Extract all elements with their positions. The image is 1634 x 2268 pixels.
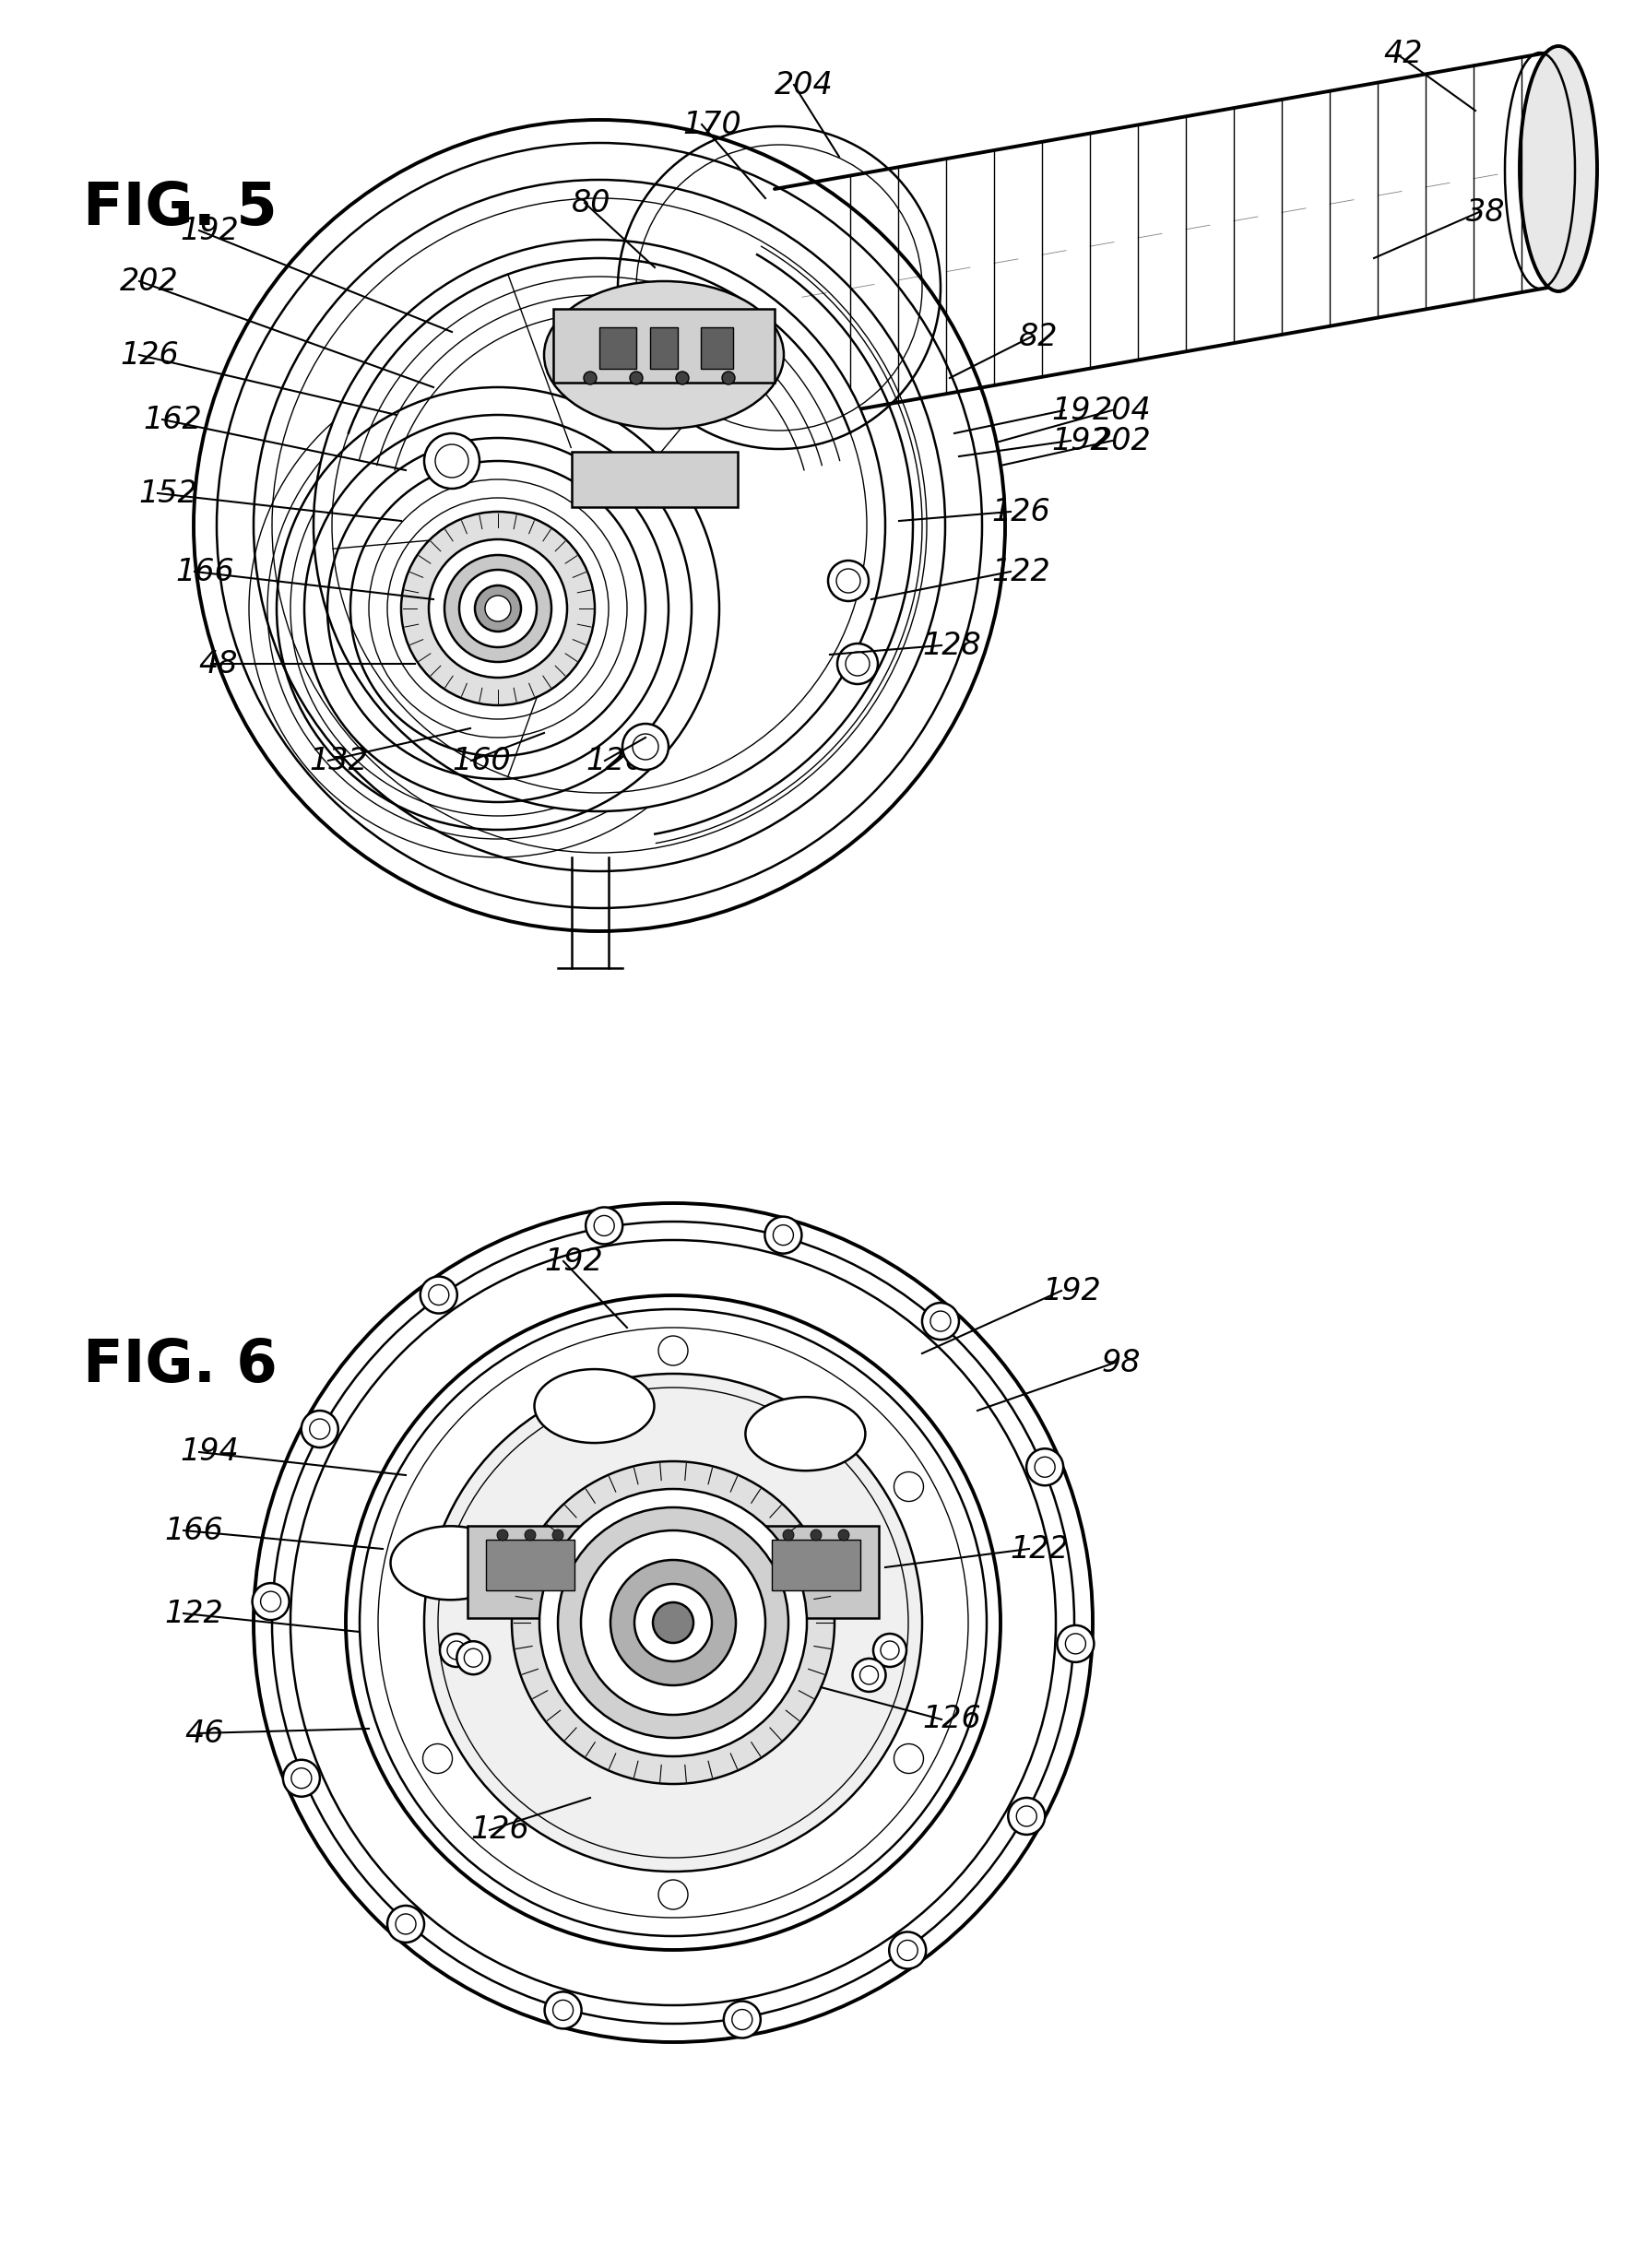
Ellipse shape [583,372,596,386]
Text: 126: 126 [119,340,178,370]
Text: 126: 126 [585,746,644,776]
Ellipse shape [765,1216,802,1254]
Text: 202: 202 [1093,426,1152,456]
Bar [650,327,678,370]
Ellipse shape [722,372,735,386]
Text: 80: 80 [572,188,611,218]
Text: 204: 204 [1093,395,1152,426]
Ellipse shape [922,1302,959,1340]
Ellipse shape [623,723,668,769]
Bar [485,1540,575,1590]
Ellipse shape [724,2000,760,2039]
Text: FIG. 5: FIG. 5 [83,179,278,236]
Ellipse shape [428,540,567,678]
Ellipse shape [544,281,784,429]
Ellipse shape [582,1531,765,1715]
Text: 122: 122 [163,1599,222,1628]
Ellipse shape [585,1207,623,1245]
Ellipse shape [283,1760,320,1796]
Text: 152: 152 [139,479,198,508]
Text: 126: 126 [922,1703,980,1735]
Ellipse shape [485,596,511,621]
Text: 48: 48 [198,649,237,678]
Ellipse shape [346,1295,1000,1950]
Text: 194: 194 [180,1438,239,1467]
Text: 204: 204 [775,70,833,100]
Ellipse shape [634,1583,712,1662]
Text: 128: 128 [922,631,980,660]
Text: 126: 126 [992,497,1051,526]
Ellipse shape [544,1991,582,2028]
Text: FIG. 6: FIG. 6 [83,1336,278,1395]
Text: 202: 202 [119,265,178,297]
Ellipse shape [1026,1449,1064,1486]
Ellipse shape [745,1397,866,1470]
Text: 192: 192 [1051,426,1109,456]
Ellipse shape [557,1508,789,1737]
Bar [771,1540,861,1590]
Ellipse shape [497,1529,508,1540]
Ellipse shape [387,1905,425,1941]
Bar [701,327,734,370]
Text: 38: 38 [1466,197,1505,227]
Text: 132: 132 [309,746,368,776]
Text: 19: 19 [1051,395,1090,426]
Ellipse shape [654,1603,693,1642]
Ellipse shape [611,1560,735,1685]
Text: 98: 98 [1101,1347,1141,1379]
Bar [554,308,775,383]
Ellipse shape [889,1932,926,1969]
Ellipse shape [475,585,521,631]
Ellipse shape [1520,45,1596,290]
Ellipse shape [253,1202,1093,2041]
Ellipse shape [425,1374,922,1871]
Ellipse shape [459,569,536,646]
Text: 162: 162 [142,404,201,435]
Ellipse shape [534,1370,654,1442]
Ellipse shape [511,1461,835,1785]
Text: 170: 170 [683,109,742,141]
Ellipse shape [539,1490,807,1755]
Ellipse shape [552,1529,564,1540]
Ellipse shape [629,372,642,386]
Ellipse shape [314,240,886,812]
Ellipse shape [828,560,869,601]
Text: 42: 42 [1384,39,1422,68]
Ellipse shape [676,372,690,386]
Text: 122: 122 [1010,1533,1069,1565]
Ellipse shape [853,1658,886,1692]
Bar [600,327,636,370]
Ellipse shape [810,1529,822,1540]
Bar [572,451,737,508]
Text: 46: 46 [185,1719,224,1749]
Bar [467,1526,593,1617]
Text: 192: 192 [180,215,239,245]
Ellipse shape [252,1583,289,1619]
Ellipse shape [444,556,551,662]
Text: 82: 82 [1020,322,1059,352]
Ellipse shape [1057,1626,1095,1662]
Ellipse shape [425,433,479,488]
Ellipse shape [838,1529,850,1540]
Ellipse shape [194,120,1005,932]
Ellipse shape [420,1277,458,1313]
Ellipse shape [440,1633,474,1667]
Text: 122: 122 [992,556,1051,587]
Ellipse shape [873,1633,907,1667]
Ellipse shape [783,1529,794,1540]
Ellipse shape [301,1411,338,1447]
Ellipse shape [458,1642,490,1674]
Ellipse shape [525,1529,536,1540]
Text: 192: 192 [1042,1275,1101,1306]
Ellipse shape [1008,1799,1046,1835]
Ellipse shape [391,1526,510,1599]
Ellipse shape [400,513,595,705]
Text: 160: 160 [453,746,510,776]
Text: 166: 166 [175,556,234,587]
Text: 166: 166 [163,1515,222,1547]
Text: 126: 126 [471,1814,529,1846]
Bar [753,1526,879,1617]
Ellipse shape [837,644,877,685]
Text: 192: 192 [544,1245,603,1277]
